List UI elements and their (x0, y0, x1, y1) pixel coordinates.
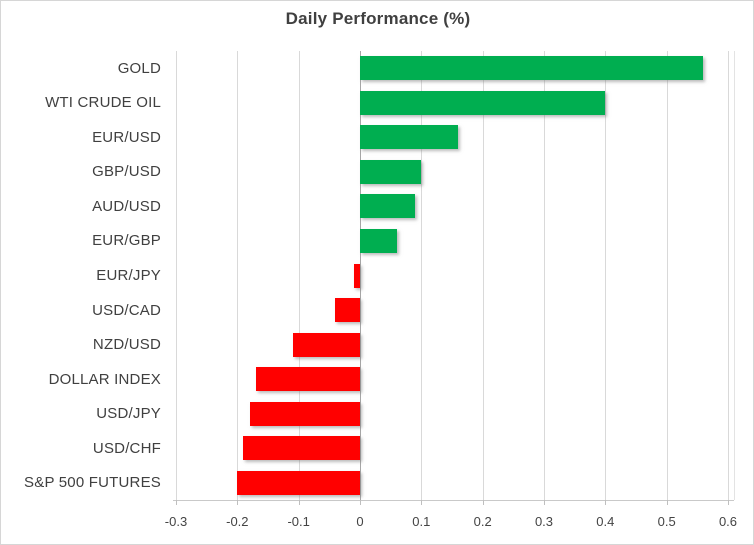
x-axis-tick-label: 0.1 (412, 514, 431, 529)
category-axis: GOLD WTI CRUDE OIL EUR/USD GBP/USD AUD/USD EU… (1, 51, 161, 500)
category-label: DOLLAR INDEX (48, 370, 161, 388)
tick-mark (482, 500, 484, 505)
category-label: EUR/USD (92, 128, 161, 146)
x-axis-tick-label: 0.4 (596, 514, 615, 529)
bar-s-p-500-futures (237, 470, 360, 495)
tick-mark (176, 500, 177, 505)
category-label: GBP/USD (92, 163, 161, 181)
plot-area (173, 51, 735, 505)
zero-gridline (360, 51, 361, 500)
bar-usd-chf (243, 436, 360, 461)
bar-aud-usd (360, 194, 416, 219)
gridline (421, 51, 423, 500)
gridline (728, 51, 729, 500)
category-label: WTI CRUDE OIL (45, 94, 161, 112)
category-label: S&P 500 FUTURES (24, 474, 161, 492)
category-label: USD/CAD (92, 301, 161, 319)
tick-mark (360, 500, 361, 505)
category-label: NZD/USD (92, 336, 161, 354)
x-axis-tick-label: -0.2 (226, 514, 249, 529)
tick-mark (605, 500, 607, 505)
tick-mark (298, 500, 300, 505)
x-axis-tick-label: 0.6 (718, 514, 738, 529)
tick-mark (544, 500, 545, 505)
bar-wti-crude-oil (360, 90, 606, 115)
x-axis-line (173, 500, 734, 501)
x-axis-tick-label: -0.3 (164, 514, 188, 529)
x-axis-tick-label: 0.5 (657, 514, 676, 529)
category-label: AUD/USD (92, 197, 161, 215)
bar-dollar-index (255, 367, 360, 392)
chart-title: Daily Performance (%) (285, 9, 471, 28)
bar-usd-cad (335, 298, 360, 323)
gridline (176, 51, 177, 500)
gridline (666, 51, 668, 500)
x-axis-tick-label: 0.3 (534, 514, 554, 529)
category-label: EUR/GBP (92, 232, 161, 250)
x-axis-tick-label: 0.2 (473, 514, 492, 529)
x-axis-tick-label: -0.1 (287, 514, 310, 529)
category-label: USD/CHF (92, 439, 161, 457)
category-label: EUR/JPY (96, 266, 161, 284)
x-axis-tick-label: 0 (356, 514, 364, 529)
tick-mark (728, 500, 729, 505)
bar-eur-jpy (353, 263, 360, 288)
tick-mark (666, 500, 668, 505)
category-label: GOLD (117, 59, 161, 77)
gridline (605, 51, 607, 500)
gridline (237, 51, 239, 500)
bar-eur-gbp (360, 228, 397, 253)
bar-usd-jpy (249, 401, 360, 426)
category-label: USD/JPY (96, 405, 161, 423)
tick-mark (237, 500, 239, 505)
bar-nzd-usd (292, 332, 360, 357)
gridline (482, 51, 484, 500)
bar-gold (360, 56, 704, 81)
bar-eur-usd (360, 125, 459, 150)
tick-mark (421, 500, 423, 505)
bar-gbp-usd (360, 159, 422, 184)
gridline (544, 51, 545, 500)
gridline (298, 51, 300, 500)
